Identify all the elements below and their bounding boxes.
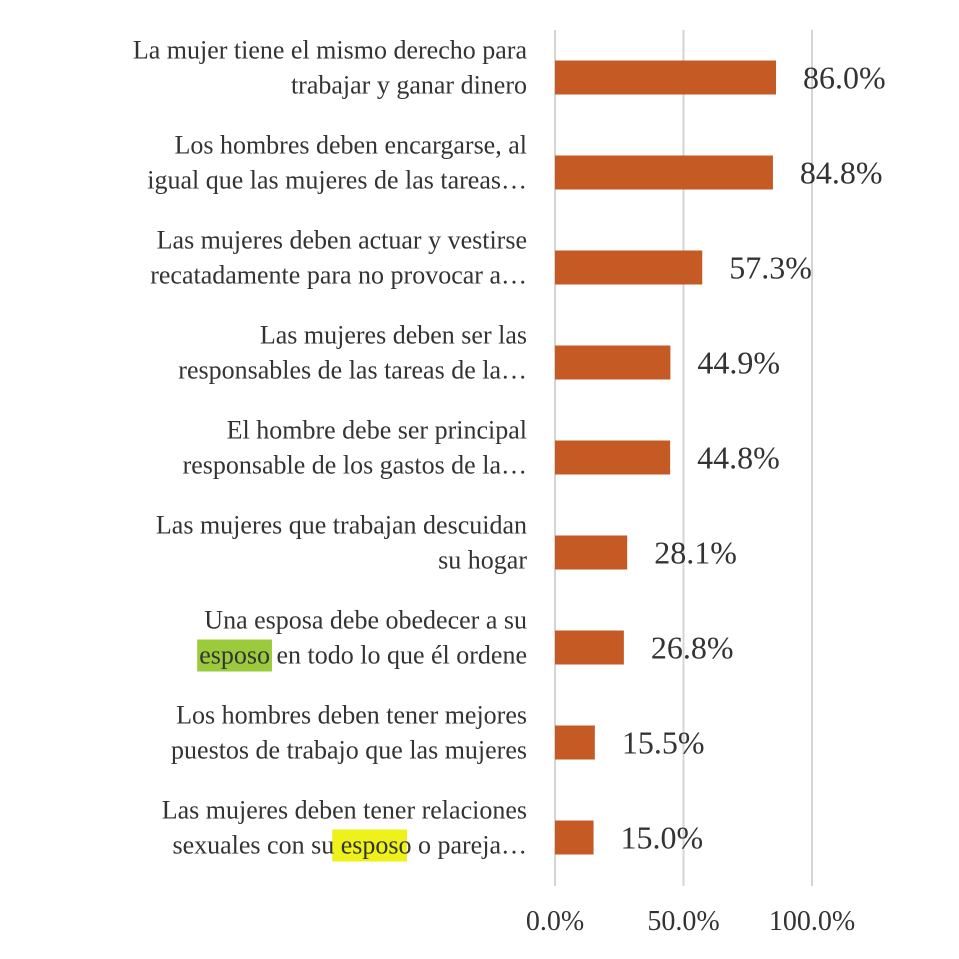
data-label: 15.0% (621, 820, 704, 856)
data-label: 84.8% (800, 155, 883, 191)
category-label-line: Los hombres deben tener mejores (176, 701, 527, 730)
bar (555, 60, 777, 95)
data-label: 44.8% (697, 440, 780, 476)
highlight-mark (332, 829, 407, 862)
bar (555, 535, 628, 570)
category-label-line: esposo en todo lo que él ordene (199, 641, 527, 670)
bar (555, 725, 595, 760)
data-label: 57.3% (729, 250, 812, 286)
category-label: Una esposa debe obedecer a su esposo en t… (197, 606, 527, 672)
x-tick-label: 0.0% (526, 906, 584, 937)
category-label-line: La mujer tiene el mismo derecho para (133, 36, 528, 65)
category-label-line: igual que las mujeres de las tareas… (147, 166, 527, 195)
category-label: El hombre debe ser principal responsable … (183, 416, 527, 480)
category-label: Las mujeres que trabajan descuidan su hog… (156, 511, 527, 575)
category-label-line: Los hombres deben encargarse, al (174, 131, 527, 160)
category-label-line: responsable de los gastos de la… (183, 451, 527, 480)
category-label-line: El hombre debe ser principal (227, 416, 527, 445)
x-tick-label: 50.0% (647, 906, 719, 937)
highlight-mark (197, 639, 272, 672)
category-label: Los hombres deben tener mejores puestos d… (171, 701, 527, 765)
category-label-line: Las mujeres que trabajan descuidan (156, 511, 527, 540)
data-label: 15.5% (622, 725, 705, 761)
category-label: La mujer tiene el mismo derecho para trab… (133, 36, 528, 100)
bar (555, 345, 671, 380)
category-label-line: puestos de trabajo que las mujeres (171, 736, 527, 765)
data-label: 44.9% (697, 345, 780, 381)
category-label-line: Las mujeres deben actuar y vestirse (157, 226, 527, 255)
bar (555, 440, 671, 475)
category-label-line: recatadamente para no provocar a… (150, 261, 527, 290)
category-label-line: Las mujeres deben tener relaciones (162, 796, 527, 825)
category-label-line: sexuales con su esposo o pareja… (172, 831, 527, 860)
bar (555, 630, 624, 665)
category-label: Las mujeres deben tener relaciones sexual… (162, 796, 527, 862)
category-label-line: responsables de las tareas de la… (178, 356, 527, 385)
data-label: 86.0% (803, 60, 886, 96)
category-label: Las mujeres deben actuar y vestirse recat… (150, 226, 527, 290)
category-label: Las mujeres deben ser las responsables de… (178, 321, 527, 385)
category-label-line: Una esposa debe obedecer a su (204, 606, 527, 635)
bar (555, 250, 703, 285)
bar (555, 155, 773, 190)
data-label: 28.1% (654, 535, 737, 571)
category-label-line: Las mujeres deben ser las (260, 321, 527, 350)
category-label-line: trabajar y ganar dinero (291, 71, 527, 100)
data-label: 26.8% (651, 630, 734, 666)
category-label: Los hombres deben encargarse, al igual qu… (147, 131, 527, 195)
x-tick-label: 100.0% (769, 906, 855, 937)
bar (555, 820, 594, 855)
category-label-line: su hogar (438, 546, 527, 575)
